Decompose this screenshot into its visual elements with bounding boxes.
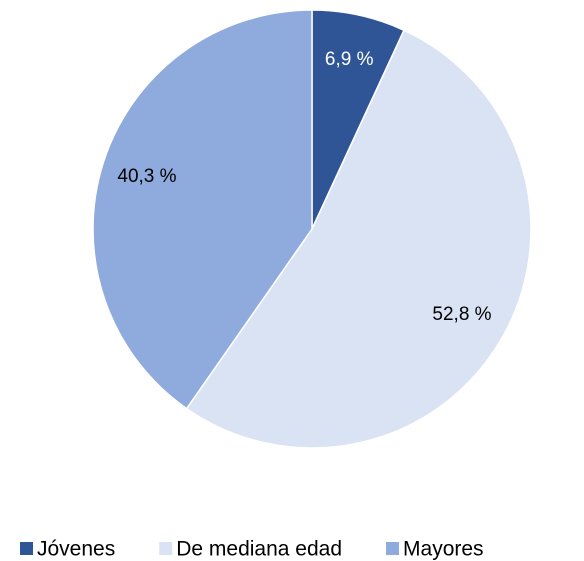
- data-label: 6,9 %: [325, 49, 374, 70]
- legend-swatch: [159, 542, 173, 555]
- legend-swatch: [386, 542, 400, 555]
- data-label: 52,8 %: [432, 304, 491, 325]
- pie-slice: [92, 9, 313, 410]
- legend-swatch: [20, 542, 33, 555]
- data-label: 40,3 %: [117, 166, 176, 187]
- legend-label: Mayores: [403, 538, 484, 561]
- legend-label: De mediana edad: [176, 538, 342, 561]
- pie-slice: [185, 29, 532, 449]
- legend-label: Jóvenes: [37, 538, 115, 561]
